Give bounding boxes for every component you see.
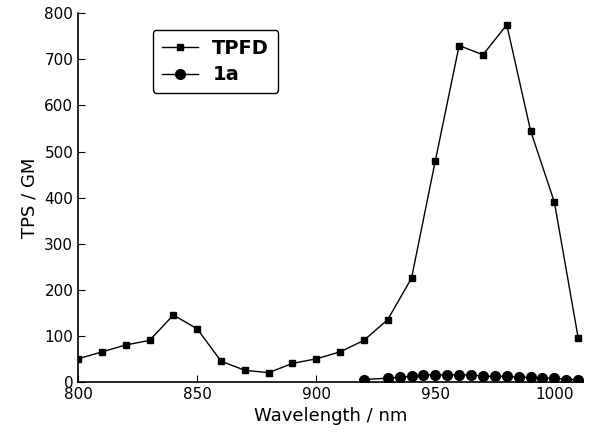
Line: 1a: 1a — [359, 370, 583, 385]
TPFD — [456, 43, 463, 48]
TPFD — [384, 317, 391, 322]
1a — [456, 372, 463, 377]
1a — [480, 374, 487, 379]
1a — [408, 374, 415, 379]
1a — [468, 372, 475, 377]
X-axis label: Wavelength / nm: Wavelength / nm — [254, 407, 407, 425]
TPFD — [575, 335, 582, 341]
TPFD — [289, 361, 296, 366]
TPFD — [360, 338, 367, 343]
1a — [527, 375, 534, 380]
TPFD — [75, 356, 82, 361]
TPFD — [432, 158, 439, 163]
TPFD — [265, 370, 272, 375]
TPFD — [480, 52, 487, 57]
Line: TPFD: TPFD — [75, 21, 582, 376]
TPFD — [194, 326, 201, 332]
TPFD — [122, 342, 129, 348]
1a — [491, 374, 498, 379]
TPFD — [241, 368, 248, 373]
TPFD — [503, 22, 510, 28]
TPFD — [146, 338, 153, 343]
1a — [551, 376, 558, 381]
1a — [515, 375, 522, 380]
TPFD — [408, 276, 415, 281]
1a — [575, 377, 582, 382]
1a — [420, 372, 427, 377]
Y-axis label: TPS / GM: TPS / GM — [20, 157, 38, 238]
TPFD — [218, 358, 225, 364]
TPFD — [313, 356, 320, 361]
TPFD — [337, 349, 344, 355]
TPFD — [527, 128, 534, 134]
1a — [444, 372, 451, 377]
1a — [384, 376, 391, 381]
1a — [539, 376, 546, 381]
1a — [503, 374, 510, 379]
Legend: TPFD, 1a: TPFD, 1a — [153, 30, 278, 93]
1a — [360, 377, 367, 382]
1a — [432, 372, 439, 377]
TPFD — [551, 199, 558, 205]
1a — [563, 377, 570, 382]
TPFD — [169, 313, 177, 318]
TPFD — [99, 349, 106, 355]
1a — [396, 375, 403, 380]
